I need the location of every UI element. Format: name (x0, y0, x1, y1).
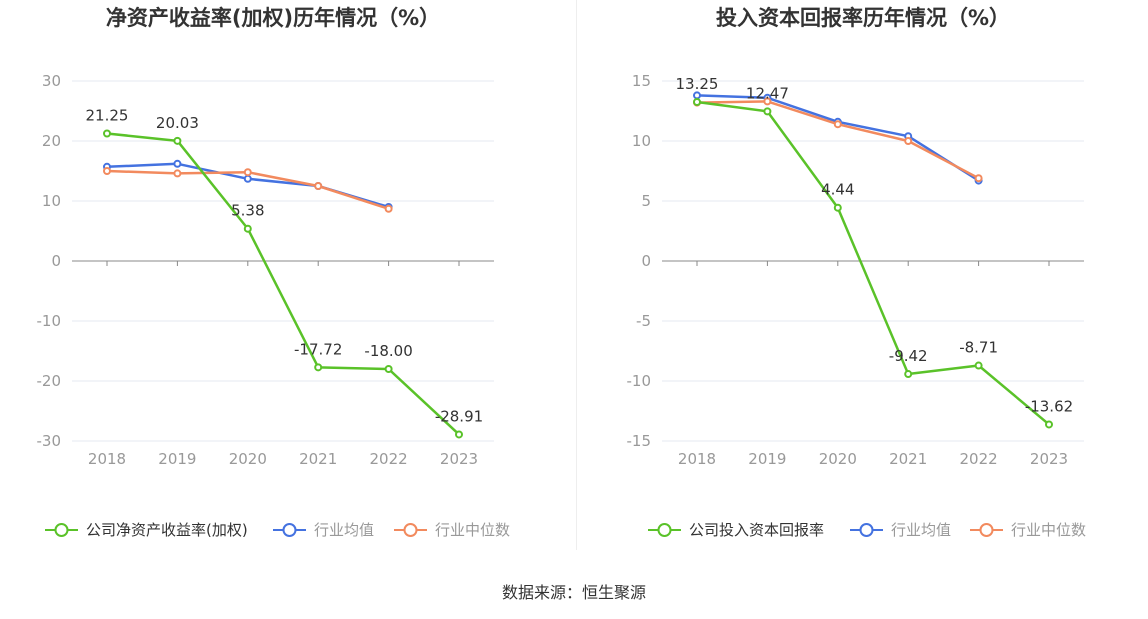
chart-divider (576, 0, 577, 550)
data-label: 12.47 (746, 84, 789, 102)
x-tick-label: 2018 (678, 450, 716, 468)
data-point-industry-median[interactable] (103, 167, 111, 175)
y-tick-label: -10 (627, 372, 652, 390)
legend-roe: 公司净资产收益率(加权) 行业均值 行业中位数 (45, 521, 510, 539)
data-point-company[interactable] (455, 430, 463, 439)
y-tick-label: 10 (632, 132, 651, 150)
chart-title-roic: 投入资本回报率历年情况（%） (716, 6, 1010, 30)
data-point-company[interactable] (243, 224, 252, 233)
x-tick-label: 2023 (1030, 450, 1068, 468)
data-label: 20.03 (156, 114, 199, 132)
data-point-company[interactable] (314, 363, 323, 372)
legend-label-company: 公司投入资本回报率 (689, 521, 824, 539)
legend-item-industry-avg[interactable]: 行业均值 (273, 521, 374, 539)
x-tick-label: 2019 (158, 450, 196, 468)
data-point-industry-avg[interactable] (693, 91, 701, 100)
y-tick-label: -30 (37, 432, 62, 450)
data-label: -17.72 (294, 340, 342, 358)
x-tick-label: 2022 (370, 450, 408, 468)
data-label: 13.25 (676, 75, 719, 93)
data-label: -18.00 (364, 342, 412, 360)
data-label: 21.25 (86, 107, 129, 125)
series-line-company (696, 100, 1050, 426)
x-tick-label: 2018 (88, 450, 126, 468)
legend-item-industry-median[interactable]: 行业中位数 (970, 521, 1086, 539)
y-tick-label: 20 (42, 132, 61, 150)
data-source-note: 数据来源：恒生聚源 (501, 583, 646, 602)
data-point-industry-median[interactable] (384, 204, 393, 213)
data-point-industry-median[interactable] (243, 168, 252, 177)
plot-roe: 30 20 10 0 -10 -20 -30 2018 2019 2020 2021 2022 2023… (37, 72, 494, 468)
data-label: -8.71 (959, 339, 998, 357)
x-tick-label: 2022 (960, 450, 998, 468)
data-point-industry-median[interactable] (974, 174, 983, 183)
y-tick-label: -15 (627, 432, 652, 450)
data-point-company[interactable] (763, 107, 772, 116)
legend-label-industry-avg: 行业均值 (314, 521, 374, 539)
x-tick-label: 2021 (889, 450, 927, 468)
chart-title-roe: 净资产收益率(加权)历年情况（%） (106, 6, 440, 30)
x-tick-label: 2020 (819, 450, 857, 468)
legend-label-company: 公司净资产收益率(加权) (86, 521, 248, 539)
x-tick-label: 2021 (299, 450, 337, 468)
data-point-company[interactable] (1045, 420, 1053, 429)
legend-roic: 公司投入资本回报率 行业均值 行业中位数 (648, 521, 1086, 539)
y-tick-label: 15 (632, 72, 651, 90)
y-tick-label: -10 (37, 312, 62, 330)
series-line-company (106, 132, 460, 436)
legend-item-industry-avg[interactable]: 行业均值 (850, 521, 951, 539)
data-point-industry-median[interactable] (904, 137, 913, 145)
data-point-company[interactable] (904, 370, 913, 379)
data-point-industry-median[interactable] (833, 120, 842, 129)
data-point-company[interactable] (173, 136, 182, 145)
legend-label-industry-avg: 行业均值 (891, 521, 951, 539)
data-label: -9.42 (889, 347, 928, 365)
data-point-industry-avg[interactable] (173, 159, 182, 168)
data-point-industry-median[interactable] (173, 169, 182, 178)
data-label: -13.62 (1025, 397, 1073, 415)
legend-item-company[interactable]: 公司净资产收益率(加权) (45, 521, 248, 539)
data-point-company[interactable] (103, 129, 111, 138)
data-point-industry-median[interactable] (314, 182, 323, 190)
data-point-company[interactable] (974, 361, 983, 370)
y-tick-label: -5 (636, 312, 651, 330)
y-tick-label: 10 (42, 192, 61, 210)
y-tick-label: 0 (641, 252, 651, 270)
y-tick-label: 0 (51, 252, 61, 270)
data-label: 5.38 (231, 202, 264, 220)
data-point-industry-avg[interactable] (243, 174, 252, 183)
data-point-company[interactable] (384, 365, 393, 373)
x-tick-label: 2020 (229, 450, 267, 468)
legend-label-industry-median: 行业中位数 (1011, 521, 1086, 539)
data-point-industry-median[interactable] (763, 97, 772, 106)
legend-label-industry-median: 行业中位数 (435, 521, 510, 539)
data-label: -28.91 (435, 407, 483, 425)
x-tick-label: 2023 (440, 450, 478, 468)
y-tick-label: -20 (37, 372, 62, 390)
data-point-company[interactable] (693, 98, 701, 106)
series-line-industry-median (696, 100, 980, 180)
data-label: 4.44 (821, 181, 854, 199)
plot-roic: 15 10 5 0 -5 -10 -15 2018 2019 2020 2021 2022 2023 13… (627, 72, 1084, 468)
data-point-company[interactable] (833, 203, 842, 212)
y-tick-label: 5 (641, 192, 651, 210)
legend-item-company[interactable]: 公司投入资本回报率 (648, 521, 824, 539)
legend-item-industry-median[interactable]: 行业中位数 (394, 521, 510, 539)
y-tick-label: 30 (42, 72, 61, 90)
x-tick-label: 2019 (748, 450, 786, 468)
